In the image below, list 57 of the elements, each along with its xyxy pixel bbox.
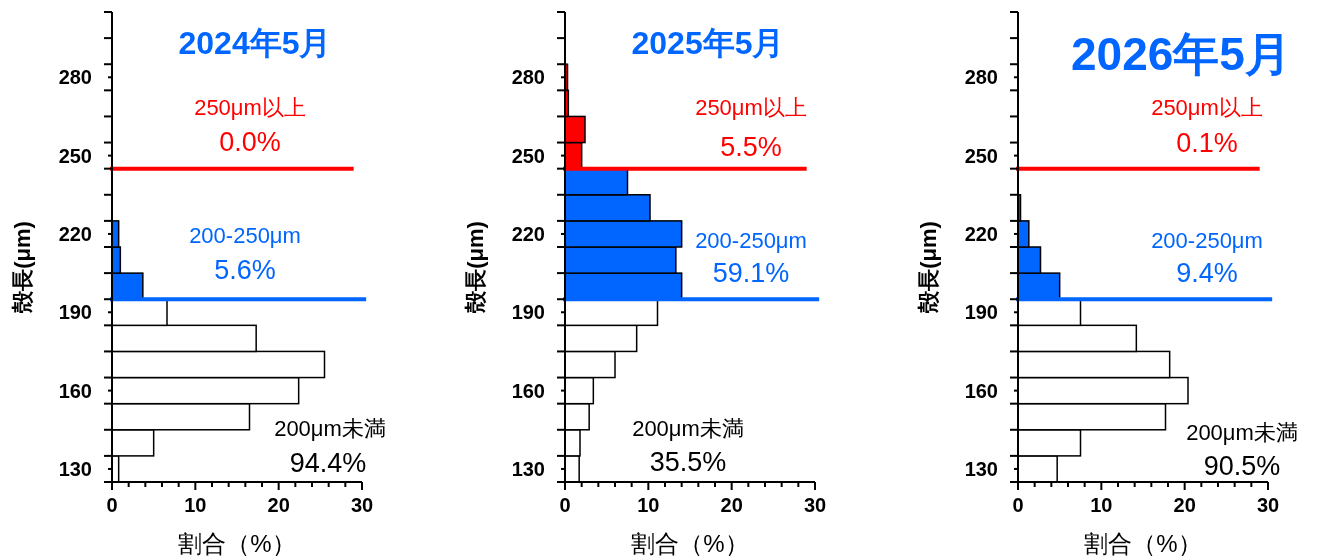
annotation: 200-250μm <box>1151 227 1263 253</box>
y-tick-label: 280 <box>58 66 92 89</box>
x-tick-label: 20 <box>1173 494 1196 516</box>
y-tick-label: 220 <box>964 222 998 245</box>
y-tick-label: 160 <box>58 379 92 402</box>
x-tick-label: 0 <box>1012 494 1024 516</box>
y-tick-label: 160 <box>964 379 998 402</box>
chart-title: 2024年5月 <box>178 25 332 61</box>
annotation: 94.4% <box>289 448 367 478</box>
y-tick-label: 130 <box>511 457 545 480</box>
y-tick-label: 190 <box>511 301 545 324</box>
annotation: 5.5% <box>720 132 782 162</box>
annotation: 59.1% <box>712 258 790 288</box>
annotation: 250μm以上 <box>194 94 306 120</box>
annotation: 9.4% <box>1176 258 1238 288</box>
x-tick-label: 30 <box>803 494 827 516</box>
x-tick-label: 10 <box>184 494 207 516</box>
x-tick-label: 0 <box>559 494 571 516</box>
annotation: 0.1% <box>1176 128 1238 158</box>
x-tick-label: 30 <box>350 494 374 516</box>
annotation: 0.0% <box>219 127 281 157</box>
y-tick-label: 190 <box>964 301 998 324</box>
y-tick-label: 250 <box>58 144 92 167</box>
y-tick-label: 130 <box>964 457 998 480</box>
x-axis-title: 割合（%） <box>1084 530 1202 556</box>
x-tick-label: 30 <box>1256 494 1280 516</box>
x-axis-title: 割合（%） <box>631 530 749 556</box>
annotation: 200μm未満 <box>632 415 744 441</box>
annotation: 35.5% <box>649 447 727 477</box>
chart-title: 2026年5月 <box>1071 28 1291 80</box>
y-axis-title: 殻長(μm) <box>916 221 941 314</box>
annotation: 200-250μm <box>695 227 807 253</box>
y-tick-label: 220 <box>511 222 545 245</box>
annotation: 200μm未満 <box>1186 419 1298 445</box>
y-tick-label: 280 <box>964 66 998 89</box>
x-axis-title: 割合（%） <box>178 530 296 556</box>
y-axis-title: 殻長(μm) <box>463 221 488 314</box>
y-tick-label: 220 <box>58 222 92 245</box>
y-tick-label: 250 <box>511 144 545 167</box>
y-tick-label: 130 <box>58 457 92 480</box>
y-tick-label: 280 <box>511 66 545 89</box>
x-tick-label: 10 <box>637 494 660 516</box>
annotation: 5.6% <box>214 255 276 285</box>
annotation: 250μm以上 <box>1151 94 1263 120</box>
y-tick-label: 250 <box>964 144 998 167</box>
annotation: 200-250μm <box>189 222 301 248</box>
annotation: 90.5% <box>1203 451 1281 481</box>
y-tick-label: 160 <box>511 379 545 402</box>
annotation: 200μm未満 <box>274 415 386 441</box>
annotation: 250μm以上 <box>695 94 807 120</box>
chart-title: 2025年5月 <box>631 25 785 61</box>
x-tick-label: 20 <box>720 494 743 516</box>
y-tick-label: 190 <box>58 301 92 324</box>
x-tick-label: 20 <box>267 494 290 516</box>
x-tick-label: 0 <box>106 494 118 516</box>
y-axis-title: 殻長(μm) <box>10 221 35 314</box>
x-tick-label: 10 <box>1090 494 1113 516</box>
